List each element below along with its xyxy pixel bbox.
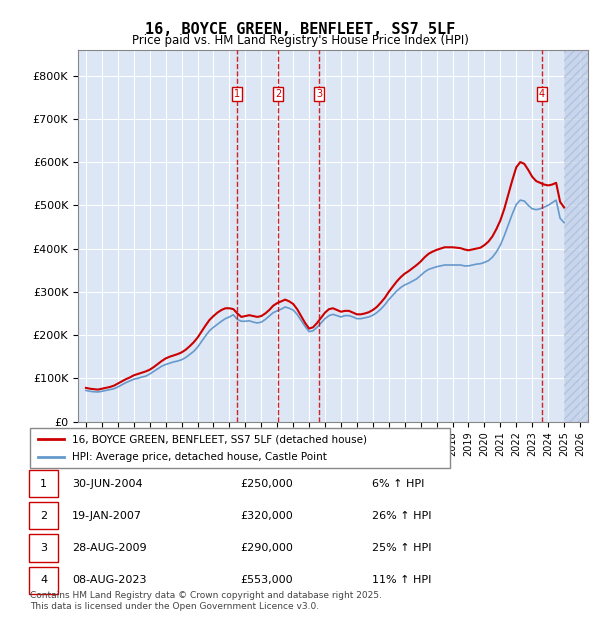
Text: Price paid vs. HM Land Registry's House Price Index (HPI): Price paid vs. HM Land Registry's House …	[131, 34, 469, 47]
Text: £320,000: £320,000	[240, 511, 293, 521]
Text: 16, BOYCE GREEN, BENFLEET, SS7 5LF: 16, BOYCE GREEN, BENFLEET, SS7 5LF	[145, 22, 455, 37]
Text: 4: 4	[539, 89, 545, 99]
Text: Contains HM Land Registry data © Crown copyright and database right 2025.
This d: Contains HM Land Registry data © Crown c…	[30, 591, 382, 611]
Text: £553,000: £553,000	[240, 575, 293, 585]
Text: 4: 4	[40, 575, 47, 585]
Text: 3: 3	[40, 543, 47, 553]
Text: 30-JUN-2004: 30-JUN-2004	[72, 479, 143, 489]
Text: £250,000: £250,000	[240, 479, 293, 489]
Text: 28-AUG-2009: 28-AUG-2009	[72, 543, 146, 553]
Text: 1: 1	[235, 89, 241, 99]
Text: 2: 2	[275, 89, 281, 99]
Text: £290,000: £290,000	[240, 543, 293, 553]
Text: 26% ↑ HPI: 26% ↑ HPI	[372, 511, 431, 521]
Text: 19-JAN-2007: 19-JAN-2007	[72, 511, 142, 521]
Text: 08-AUG-2023: 08-AUG-2023	[72, 575, 146, 585]
Text: 1: 1	[40, 479, 47, 489]
Text: 3: 3	[316, 89, 323, 99]
Text: 6% ↑ HPI: 6% ↑ HPI	[372, 479, 424, 489]
Text: 2: 2	[40, 511, 47, 521]
Text: 11% ↑ HPI: 11% ↑ HPI	[372, 575, 431, 585]
Text: 16, BOYCE GREEN, BENFLEET, SS7 5LF (detached house): 16, BOYCE GREEN, BENFLEET, SS7 5LF (deta…	[72, 434, 367, 444]
FancyBboxPatch shape	[30, 428, 450, 468]
Text: 25% ↑ HPI: 25% ↑ HPI	[372, 543, 431, 553]
Text: HPI: Average price, detached house, Castle Point: HPI: Average price, detached house, Cast…	[72, 452, 327, 462]
Bar	[564, 50, 588, 422]
